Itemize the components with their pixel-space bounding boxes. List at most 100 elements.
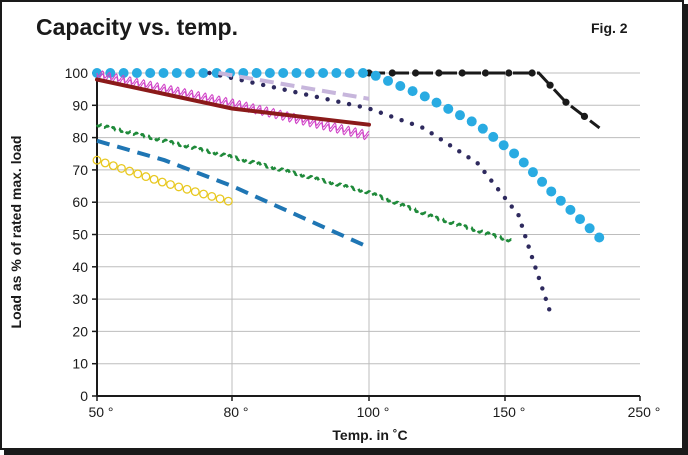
series-dash-dot-black-point [388, 69, 396, 77]
series-dash-dot-black-point [412, 69, 420, 77]
y-tick-label: 70 [72, 162, 88, 178]
series-large-dots-cyan-point [466, 116, 477, 127]
series-open-circles-yellow-point [215, 194, 225, 204]
series-open-circles-yellow-point [199, 189, 208, 199]
series-dash-dot-black-point [562, 98, 570, 106]
y-tick-label: 20 [72, 323, 88, 339]
series-large-dots-cyan-point [527, 167, 538, 178]
series-large-dots-cyan-point [331, 68, 342, 78]
series-small-dots-navy-point [526, 244, 531, 249]
series-small-dots-navy-point [271, 85, 277, 90]
series-open-circles-yellow-point [157, 177, 167, 187]
series-large-dots-cyan-point [488, 131, 499, 142]
x-tick-label: 150 ° [493, 404, 526, 420]
series-small-dots-navy-point [516, 213, 521, 218]
series-small-dots-navy-point [314, 94, 320, 100]
x-tick-label: 50 ° [88, 404, 113, 420]
series-open-circles-yellow-point [207, 191, 217, 201]
series-large-dots-cyan-point [278, 68, 289, 78]
series-small-dots-navy-point [466, 155, 471, 160]
series-large-dots-cyan-point [555, 195, 566, 206]
series-solid-maroon-line [95, 77, 371, 127]
series-large-dots-cyan-point [145, 68, 156, 78]
series-large-dots-cyan-point [370, 70, 381, 81]
series-small-dots-navy-point [543, 296, 548, 302]
series-dash-dot-black-point [528, 69, 536, 77]
series-small-dots-navy-point [399, 117, 404, 123]
series-open-circles-yellow-point [166, 180, 175, 189]
series-open-circles-yellow-point [182, 184, 192, 194]
series-open-circles-yellow-point [100, 158, 110, 168]
series-large-dots-cyan-point [546, 186, 557, 197]
series-small-dots-navy-point [368, 106, 373, 112]
series-small-dots-navy-point [495, 187, 501, 192]
y-tick-label: 80 [72, 130, 88, 146]
series-open-circles-yellow-point [125, 166, 135, 176]
x-tick-label: 100 ° [357, 404, 390, 420]
series-dash-dot-black-point [435, 69, 443, 77]
series-large-dots-cyan-point [344, 68, 355, 78]
series-small-dots-navy-point [389, 114, 394, 119]
y-tick-label: 90 [72, 97, 88, 113]
series-large-dots-cyan-point [565, 204, 576, 215]
series-large-dots-cyan-point [171, 68, 182, 78]
figure-label: Fig. 2 [591, 20, 628, 36]
series-small-dots-navy-point [325, 97, 330, 102]
series-open-circles-yellow-point [149, 174, 159, 184]
series-dash-dot-black-point [458, 69, 466, 77]
series-large-dots-cyan-point [584, 223, 595, 234]
series-small-dots-navy-point [502, 195, 508, 201]
series-small-dots-navy-point [509, 204, 514, 209]
series-large-dots-cyan-point [304, 68, 315, 78]
series-large-dots-cyan-point [509, 148, 520, 159]
series-large-dots-cyan-point [118, 68, 129, 78]
y-axis-label: Load as % of rated max. load [8, 136, 24, 329]
series-large-dots-cyan-point [264, 68, 275, 78]
series-large-dots-cyan-point [594, 232, 605, 243]
series-large-dots-cyan-point [454, 110, 465, 121]
y-tick-label: 0 [80, 388, 88, 404]
series-large-dots-cyan-point [477, 123, 488, 134]
series-wavy-magenta-line [96, 73, 370, 141]
series-open-circles-yellow-point [174, 182, 184, 192]
series-small-dots-navy-point [378, 110, 384, 115]
series-small-dots-navy-point [547, 307, 552, 312]
y-tick-label: 10 [72, 356, 88, 372]
series-small-dots-navy-point [523, 233, 528, 239]
series-small-dots-navy-point [303, 92, 309, 97]
series-dashed-blue-line [96, 138, 370, 250]
series-small-dots-navy-point [409, 121, 415, 127]
series-small-dots-navy-point [438, 137, 444, 142]
x-tick-label: 80 ° [223, 404, 248, 420]
series-open-circles-yellow-point [108, 161, 118, 171]
series-open-circles-yellow-point [133, 169, 143, 179]
series-open-circles-yellow-point [141, 172, 151, 182]
series-small-dots-navy-point [336, 99, 341, 104]
y-tick-label: 60 [72, 194, 88, 210]
series-small-dots-navy-point [357, 104, 363, 109]
chart-title: Capacity vs. temp. [36, 14, 238, 40]
series-large-dots-cyan-point [198, 68, 209, 78]
series-small-dots-navy-point [529, 254, 535, 260]
series-large-dots-cyan-point [419, 91, 430, 102]
series-large-dots-cyan-point [443, 103, 454, 114]
series-small-dots-navy-point [420, 125, 425, 130]
series-small-dots-navy-point [429, 131, 434, 136]
series-large-dots-cyan-point [358, 68, 368, 78]
series-small-dots-navy-point [447, 143, 453, 148]
series-open-circles-yellow-point [190, 187, 200, 197]
series-small-dots-navy-point [540, 286, 545, 291]
series-dashed-green-line [95, 123, 513, 243]
series-small-dots-navy-point [457, 149, 462, 154]
series-large-dots-cyan-point [498, 140, 509, 151]
series-large-dots-cyan-point [383, 75, 394, 86]
series-large-dots-cyan-point [395, 81, 406, 92]
series-small-dots-navy-point [519, 223, 525, 228]
series-dash-dot-black-point [580, 112, 589, 121]
series-small-dots-navy-point [482, 169, 487, 175]
x-tick-label: 250 ° [628, 404, 661, 420]
series-open-circles-yellow-point [92, 155, 102, 165]
y-tick-label: 40 [72, 259, 88, 275]
